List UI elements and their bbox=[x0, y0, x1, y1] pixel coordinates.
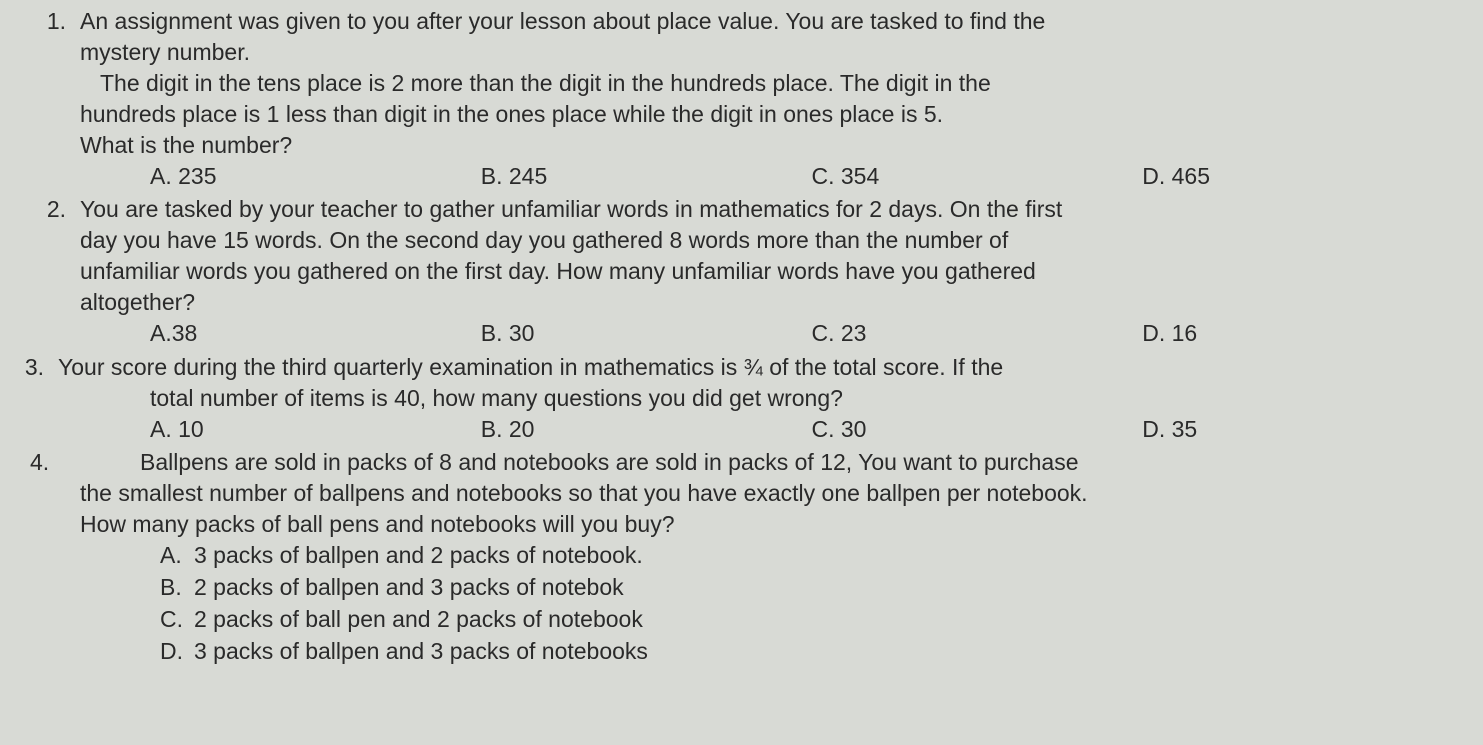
question-2-choice-b: B. 30 bbox=[481, 318, 812, 349]
answer-text: 2 packs of ballpen and 3 packs of notebo… bbox=[194, 572, 624, 603]
question-1-choice-b: B. 245 bbox=[481, 161, 812, 192]
question-4-text-line2: the smallest number of ballpens and note… bbox=[10, 478, 1473, 509]
question-2-choice-a: A.38 bbox=[150, 318, 481, 349]
question-2-text-line2: day you have 15 words. On the second day… bbox=[10, 225, 1473, 256]
question-2-text-line4: altogether? bbox=[10, 287, 1473, 318]
question-3-text-line2: total number of items is 40, how many qu… bbox=[10, 383, 1473, 414]
answer-letter: D. bbox=[160, 636, 194, 667]
question-4: 4. Ballpens are sold in packs of 8 and n… bbox=[10, 447, 1473, 667]
question-4-text-line3: How many packs of ball pens and notebook… bbox=[10, 509, 1473, 540]
answer-letter: A. bbox=[160, 540, 194, 571]
question-1-text-line5: What is the number? bbox=[10, 130, 1473, 161]
question-1-text-line4: hundreds place is 1 less than digit in t… bbox=[10, 99, 1473, 130]
question-3-choice-c: C. 30 bbox=[812, 414, 1143, 445]
question-2: 2. You are tasked by your teacher to gat… bbox=[10, 194, 1473, 349]
question-3-choice-b: B. 20 bbox=[481, 414, 812, 445]
question-4-number: 4. bbox=[10, 447, 80, 478]
question-1-choices: A. 235 B. 245 C. 354 D. 465 bbox=[10, 161, 1473, 192]
question-1: 1. An assignment was given to you after … bbox=[10, 6, 1473, 192]
question-4-answer-d: D. 3 packs of ballpen and 3 packs of not… bbox=[160, 636, 1473, 667]
question-1-line1: 1. An assignment was given to you after … bbox=[10, 6, 1473, 37]
question-1-text-line2: mystery number. bbox=[10, 37, 1473, 68]
question-1-number: 1. bbox=[10, 6, 80, 37]
question-1-choice-c: C. 354 bbox=[812, 161, 1143, 192]
question-4-line1: 4. Ballpens are sold in packs of 8 and n… bbox=[10, 447, 1473, 478]
question-3: 3. Your score during the third quarterly… bbox=[10, 352, 1473, 445]
question-2-choice-d: D. 16 bbox=[1142, 318, 1473, 349]
question-1-text-line1: An assignment was given to you after you… bbox=[80, 6, 1473, 37]
worksheet-page: 1. An assignment was given to you after … bbox=[0, 0, 1483, 667]
question-3-choices: A. 10 B. 20 C. 30 D. 35 bbox=[10, 414, 1473, 445]
question-4-answer-c: C. 2 packs of ball pen and 2 packs of no… bbox=[160, 604, 1473, 635]
answer-text: 2 packs of ball pen and 2 packs of noteb… bbox=[194, 604, 643, 635]
answer-letter: B. bbox=[160, 572, 194, 603]
question-2-choices: A.38 B. 30 C. 23 D. 16 bbox=[10, 318, 1473, 349]
question-2-number: 2. bbox=[10, 194, 80, 225]
question-2-text-line1: You are tasked by your teacher to gather… bbox=[80, 194, 1473, 225]
question-3-text-line1: Your score during the third quarterly ex… bbox=[58, 352, 1473, 383]
question-4-answers: A. 3 packs of ballpen and 2 packs of not… bbox=[10, 540, 1473, 667]
answer-text: 3 packs of ballpen and 3 packs of notebo… bbox=[194, 636, 648, 667]
question-1-choice-d: D. 465 bbox=[1142, 161, 1473, 192]
question-4-answer-b: B. 2 packs of ballpen and 3 packs of not… bbox=[160, 572, 1473, 603]
question-1-choice-a: A. 235 bbox=[150, 161, 481, 192]
question-3-choice-a: A. 10 bbox=[150, 414, 481, 445]
question-2-choice-c: C. 23 bbox=[812, 318, 1143, 349]
question-4-answer-a: A. 3 packs of ballpen and 2 packs of not… bbox=[160, 540, 1473, 571]
question-2-text-line3: unfamiliar words you gathered on the fir… bbox=[10, 256, 1473, 287]
question-3-choice-d: D. 35 bbox=[1142, 414, 1473, 445]
question-2-line1: 2. You are tasked by your teacher to gat… bbox=[10, 194, 1473, 225]
answer-text: 3 packs of ballpen and 2 packs of notebo… bbox=[194, 540, 643, 571]
question-3-line1: 3. Your score during the third quarterly… bbox=[10, 352, 1473, 383]
question-4-text-line1: Ballpens are sold in packs of 8 and note… bbox=[80, 447, 1473, 478]
question-3-number: 3. bbox=[10, 352, 58, 383]
answer-letter: C. bbox=[160, 604, 194, 635]
question-1-text-line3: The digit in the tens place is 2 more th… bbox=[10, 68, 1473, 99]
